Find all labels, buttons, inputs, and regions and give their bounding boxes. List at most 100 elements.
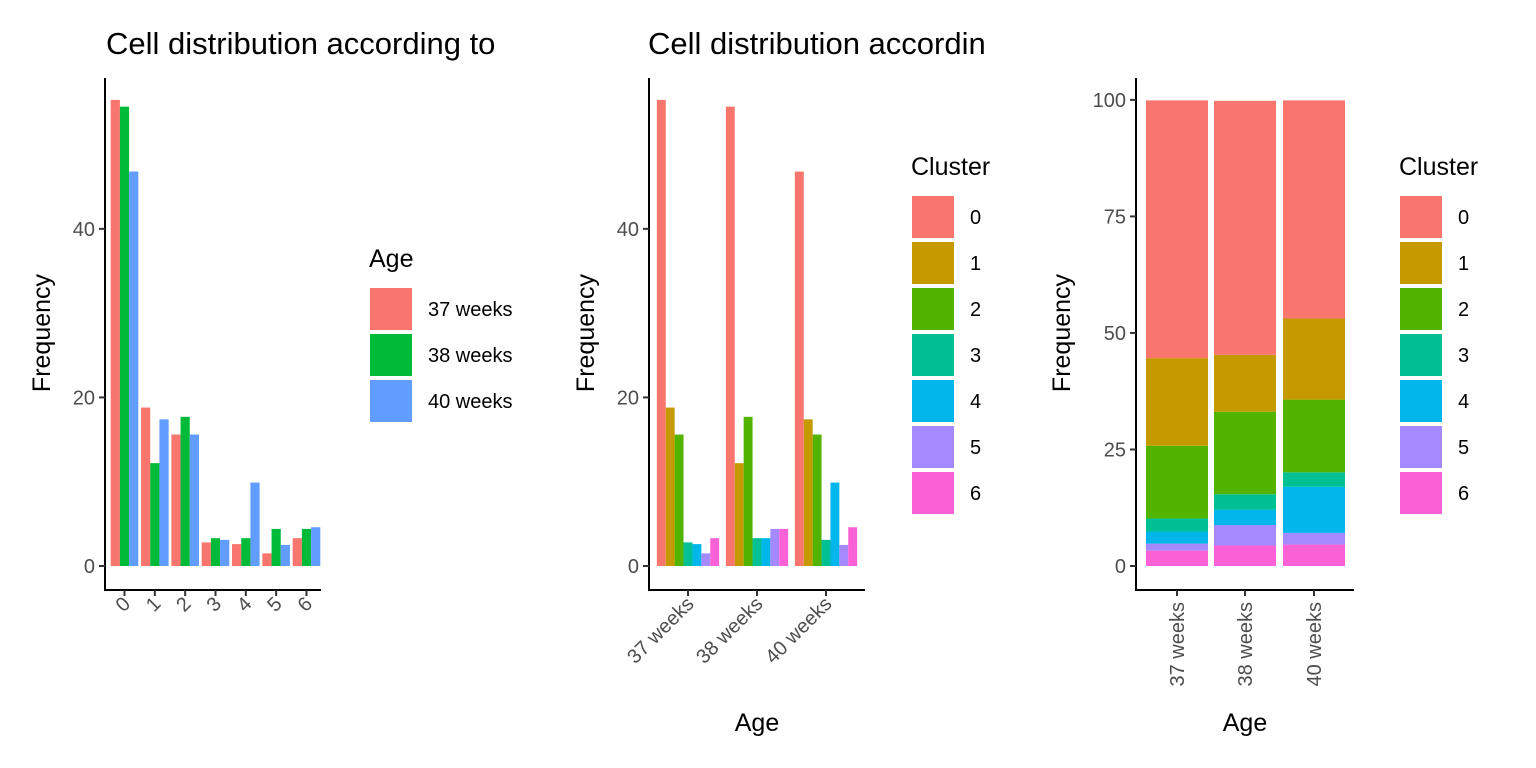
chart2-xtick-label: 40 weeks	[761, 593, 836, 668]
chart3-legend-key	[1400, 242, 1442, 284]
chart2-bar	[674, 434, 684, 566]
chart3-bars	[1146, 100, 1345, 566]
chart3-xtick-label: 37 weeks	[1167, 602, 1189, 687]
chart2-legend-label: 0	[970, 207, 981, 229]
chart1-ytick-label: 0	[84, 556, 95, 578]
chart2-bar	[743, 416, 753, 566]
chart2-bar	[848, 527, 858, 566]
chart1-bar	[159, 419, 169, 566]
chart1-xtick-label: 2	[172, 593, 195, 616]
chart3-legend-key	[1400, 334, 1442, 376]
chart2-bar	[794, 171, 804, 567]
chart3-ytick-label: 75	[1104, 206, 1126, 228]
chart3-bar-segment	[1214, 354, 1276, 412]
chart1-bar	[292, 538, 302, 566]
chart1-legend-label: 37 weeks	[428, 299, 513, 321]
chart1-bar	[311, 527, 321, 566]
chart1-bar	[150, 463, 160, 566]
chart2-legend-label: 5	[970, 437, 981, 459]
chart3-bar-segment	[1146, 358, 1208, 446]
chart2-bar	[656, 99, 666, 567]
chart2-bar	[761, 538, 771, 566]
chart1-title: Cell distribution according to	[106, 26, 495, 61]
chart1-bars	[110, 99, 321, 567]
chart1-bar	[129, 171, 139, 567]
chart3-bar-segment	[1146, 100, 1208, 359]
chart2-bar	[752, 538, 762, 566]
chart3-legend-label: 1	[1458, 253, 1469, 275]
chart1-ytick-label: 20	[73, 387, 95, 409]
chart2-bar	[803, 419, 813, 566]
chart1-bar	[241, 538, 251, 566]
chart2-legend-label: 1	[970, 253, 981, 275]
chart2-axes	[648, 78, 865, 591]
chart3-axes	[1135, 78, 1354, 591]
chart3-bar-segment	[1283, 472, 1345, 487]
chart2-bars	[656, 99, 858, 567]
chart1-bar	[180, 416, 190, 566]
chart3-bar-segment	[1214, 411, 1276, 495]
chart3-xtick-label: 40 weeks	[1304, 602, 1326, 687]
chart1-bar	[171, 434, 181, 566]
chart3-ticks: 37 weeks 38 weeks 40 weeks 0 25 50 75 100	[1093, 90, 1326, 687]
chart3-bar-segment	[1146, 445, 1208, 519]
chart2-legend-key	[912, 472, 954, 514]
chart2-legend-title: Cluster	[911, 153, 990, 181]
chart3-bar-segment	[1214, 524, 1276, 546]
chart1-xtick-label: 6	[294, 593, 317, 616]
chart3-xlabel: Age	[1223, 709, 1267, 737]
chart3-legend-label: 0	[1458, 207, 1469, 229]
chart2-ytick-label: 40	[617, 219, 639, 241]
chart1-legend-key	[370, 288, 412, 330]
chart3-bar-segment	[1214, 494, 1276, 510]
chart2-bar	[710, 538, 720, 566]
chart3-ytick-label: 50	[1104, 323, 1126, 345]
chart1-bar	[210, 538, 221, 566]
chart3-legend-label: 4	[1458, 391, 1469, 413]
chart3-ytick-label: 100	[1093, 90, 1126, 112]
chart3-legend-key	[1400, 472, 1442, 514]
chart2-bar	[770, 528, 780, 566]
chart1-axes	[104, 78, 321, 591]
chart1-legend-title: Age	[369, 245, 413, 273]
chart1-legend-key	[370, 380, 412, 422]
chart1-bar	[141, 407, 151, 566]
chart3-bar-segment	[1214, 545, 1276, 566]
chart2-bar	[821, 539, 831, 566]
chart2-bar	[683, 542, 693, 566]
chart3-xtick-label: 38 weeks	[1235, 602, 1257, 687]
chart2-legend-key	[912, 334, 954, 376]
chart2-title: Cell distribution accordin	[648, 26, 986, 61]
chart2-bar	[725, 106, 735, 566]
chart2-bar	[830, 482, 840, 566]
chart2-ylabel: Frequency	[572, 273, 600, 392]
chart2-ytick-label: 20	[617, 387, 639, 409]
chart1-xtick-label: 4	[233, 593, 256, 616]
chart3-bar-segment	[1146, 543, 1208, 551]
chart1-bar	[301, 528, 312, 566]
chart1-legend: 37 weeks 38 weeks 40 weeks	[370, 288, 513, 422]
chart3-bar-segment	[1214, 509, 1276, 525]
chart1-bar	[280, 544, 290, 566]
chart2-legend: 0 1 2 3 4 5 6	[912, 196, 981, 514]
chart1-bar	[220, 539, 230, 566]
chart3-bar-segment	[1146, 531, 1208, 544]
chart2-bar	[692, 544, 702, 566]
chart2-bar	[812, 434, 822, 566]
chart1-ytick-label: 40	[73, 219, 95, 241]
chart2-legend-key	[912, 196, 954, 238]
chart3-bar-segment	[1283, 486, 1345, 533]
chart3-legend-key	[1400, 196, 1442, 238]
chart2-xtick-label: 37 weeks	[623, 593, 698, 668]
chart1-ylabel: Frequency	[28, 273, 56, 392]
chart1-legend-key	[370, 334, 412, 376]
chart3-legend-title: Cluster	[1399, 153, 1478, 181]
chart2-bar	[779, 528, 789, 566]
chart1-legend-label: 38 weeks	[428, 345, 513, 367]
chart1-bar	[232, 544, 242, 566]
chart2-legend-label: 3	[970, 345, 981, 367]
chart2-legend-label: 2	[970, 299, 981, 321]
chart1-legend-label: 40 weeks	[428, 391, 513, 413]
chart2-bar	[839, 544, 849, 566]
